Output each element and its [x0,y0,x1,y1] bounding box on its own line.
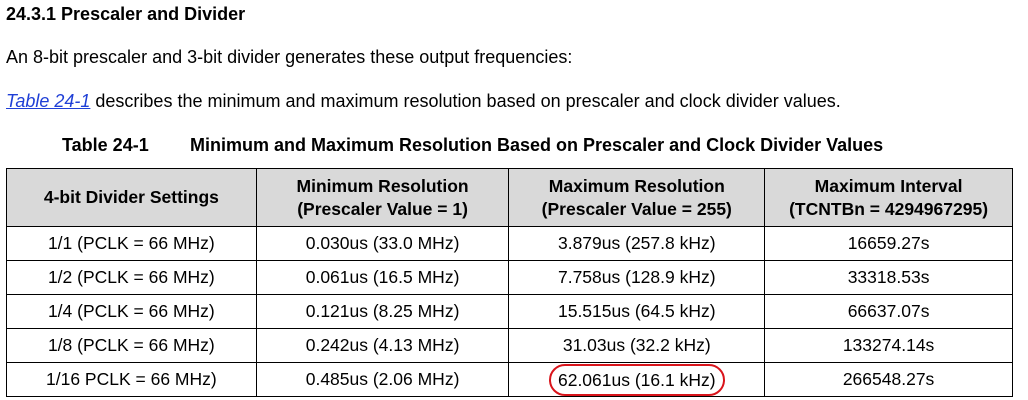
maximum-resolution-cell: 3.879us (257.8 kHz) [508,226,766,261]
header-maximum-interval: Maximum Interval (TCNTBn = 4294967295) [764,168,1013,227]
table-row: 1/4 (PCLK = 66 MHz) 0.121us (8.25 MHz) 1… [6,294,1013,329]
header-maximum-resolution: Maximum Resolution (Prescaler Value = 25… [508,168,766,227]
intro-paragraph: An 8-bit prescaler and 3-bit divider gen… [6,47,573,67]
divider-setting-cell: 1/16 PCLK = 66 MHz) [6,362,257,397]
divider-setting-cell: 1/1 (PCLK = 66 MHz) [6,226,257,261]
table-caption: Table 24-1 Minimum and Maximum Resolution… [62,135,883,156]
table-row: 1/1 (PCLK = 66 MHz) 0.030us (33.0 MHz) 3… [6,226,1013,261]
maximum-resolution-cell-highlighted: 62.061us (16.1 kHz) [508,362,766,397]
minimum-resolution-cell: 0.242us (4.13 MHz) [255,328,510,363]
header-maximum-interval-line2: (TCNTBn = 4294967295) [789,198,989,219]
divider-setting-cell: 1/8 (PCLK = 66 MHz) [6,328,257,363]
divider-setting-cell: 1/2 (PCLK = 66 MHz) [6,260,257,295]
table-reference-text: describes the minimum and maximum resolu… [90,91,841,111]
maximum-resolution-cell: 7.758us (128.9 kHz) [508,260,766,295]
maximum-resolution-cell: 15.515us (64.5 kHz) [508,294,766,329]
header-minimum-resolution: Minimum Resolution (Prescaler Value = 1) [255,168,510,227]
table-header-row: 4-bit Divider Settings Minimum Resolutio… [6,168,1013,227]
table-reference-link[interactable]: Table 24-1 [6,91,91,111]
header-maximum-resolution-line2: (Prescaler Value = 255) [541,198,732,219]
table-row: 1/8 (PCLK = 66 MHz) 0.242us (4.13 MHz) 3… [6,328,1013,363]
table-row: 1/2 (PCLK = 66 MHz) 0.061us (16.5 MHz) 7… [6,260,1013,295]
maximum-interval-cell: 66637.07s [764,294,1013,329]
header-minimum-resolution-line1: Minimum Resolution [296,175,469,196]
red-circle-highlight: 62.061us (16.1 kHz) [548,363,725,396]
table-caption-number: Table 24-1 [62,135,149,155]
header-maximum-interval-line1: Maximum Interval [814,175,963,196]
minimum-resolution-cell: 0.121us (8.25 MHz) [255,294,510,329]
maximum-resolution-cell: 31.03us (32.2 kHz) [508,328,766,363]
maximum-interval-cell: 266548.27s [764,362,1013,397]
section-heading: 24.3.1 Prescaler and Divider [6,4,246,24]
divider-setting-cell: 1/4 (PCLK = 66 MHz) [6,294,257,329]
minimum-resolution-cell: 0.485us (2.06 MHz) [255,362,510,397]
minimum-resolution-cell: 0.061us (16.5 MHz) [255,260,510,295]
resolution-table: 4-bit Divider Settings Minimum Resolutio… [6,168,1013,397]
maximum-interval-cell: 33318.53s [764,260,1013,295]
table-row: 1/16 PCLK = 66 MHz) 0.485us (2.06 MHz) 6… [6,362,1013,397]
table-caption-title: Minimum and Maximum Resolution Based on … [190,135,884,155]
header-divider-settings-label: 4-bit Divider Settings [43,187,219,207]
header-maximum-resolution-line1: Maximum Resolution [548,175,725,196]
maximum-interval-cell: 133274.14s [764,328,1013,363]
table-reference-paragraph: Table 24-1 describes the minimum and max… [6,91,841,112]
minimum-resolution-cell: 0.030us (33.0 MHz) [255,226,510,261]
maximum-interval-cell: 16659.27s [764,226,1013,261]
header-divider-settings: 4-bit Divider Settings [6,168,257,227]
header-minimum-resolution-line2: (Prescaler Value = 1) [297,198,468,219]
